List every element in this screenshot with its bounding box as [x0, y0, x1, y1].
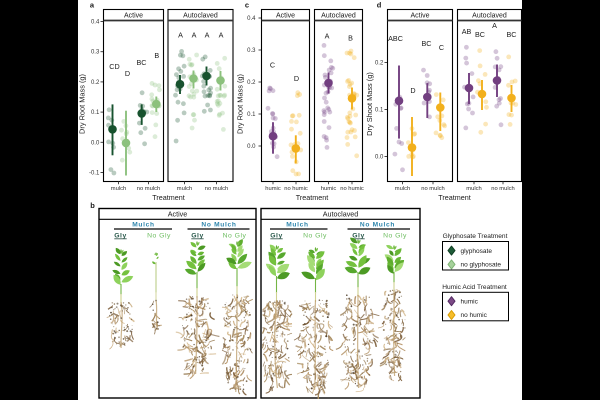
svg-text:0.0: 0.0 [375, 155, 384, 161]
svg-text:Mulch: Mulch [286, 221, 309, 228]
svg-text:C: C [270, 61, 275, 70]
svg-text:AB: AB [462, 27, 472, 36]
svg-text:Gly: Gly [270, 232, 282, 239]
svg-text:No Mulch: No Mulch [360, 221, 395, 228]
svg-text:D: D [410, 86, 415, 95]
svg-text:0.2: 0.2 [375, 61, 384, 67]
svg-text:0.4: 0.4 [91, 20, 100, 26]
svg-text:0.3: 0.3 [247, 48, 256, 54]
svg-text:no mulch: no mulch [491, 186, 515, 192]
svg-text:Autoclaved: Autoclaved [323, 209, 359, 218]
svg-text:humic: humic [321, 186, 337, 192]
svg-text:Autoclaved: Autoclaved [472, 13, 507, 20]
svg-text:No Gly: No Gly [303, 232, 327, 239]
svg-text:Dry Root Mass (g): Dry Root Mass (g) [236, 74, 245, 134]
svg-text:Treatment: Treatment [296, 193, 329, 202]
svg-text:-0.1: -0.1 [89, 171, 100, 177]
svg-text:Treatment: Treatment [152, 193, 185, 202]
svg-text:D: D [294, 74, 299, 83]
svg-text:Autoclaved: Autoclaved [321, 13, 356, 20]
svg-text:A: A [178, 30, 183, 39]
svg-text:0.0: 0.0 [247, 144, 256, 150]
svg-text:BC: BC [475, 30, 485, 39]
svg-text:B: B [348, 34, 353, 43]
svg-text:CD: CD [109, 62, 119, 71]
svg-text:Gly: Gly [352, 232, 364, 239]
svg-text:b: b [90, 201, 95, 210]
svg-text:Mulch: Mulch [132, 221, 155, 228]
svg-text:glyphosate: glyphosate [461, 248, 493, 255]
svg-text:BC: BC [422, 39, 432, 48]
svg-text:no mulch: no mulch [421, 186, 445, 192]
svg-text:no mulch: no mulch [205, 186, 229, 192]
svg-text:Humic Acid Treatment: Humic Acid Treatment [442, 284, 507, 291]
svg-text:0.3: 0.3 [91, 50, 100, 56]
svg-text:BC: BC [507, 30, 517, 39]
svg-text:a: a [90, 1, 95, 10]
svg-text:no humic: no humic [284, 186, 308, 192]
svg-text:humic: humic [461, 298, 479, 305]
svg-text:Gly: Gly [191, 232, 203, 239]
svg-text:0.4: 0.4 [247, 16, 256, 22]
svg-text:d: d [377, 1, 382, 10]
svg-text:Glyphosate Treatment: Glyphosate Treatment [443, 233, 508, 240]
svg-text:Treatment: Treatment [438, 193, 471, 202]
svg-text:no humic: no humic [340, 186, 364, 192]
svg-text:No Gly: No Gly [223, 232, 247, 239]
svg-text:no glyphosate: no glyphosate [461, 262, 502, 269]
svg-text:0.0: 0.0 [91, 140, 100, 146]
svg-text:humic: humic [265, 186, 281, 192]
svg-text:A: A [492, 21, 497, 30]
svg-text:no humic: no humic [461, 312, 488, 319]
svg-text:A: A [219, 30, 224, 39]
svg-text:Active: Active [276, 13, 295, 20]
svg-text:0.1: 0.1 [91, 110, 100, 116]
svg-text:mulch: mulch [177, 186, 192, 192]
svg-text:BC: BC [137, 58, 147, 67]
svg-text:mulch: mulch [111, 186, 126, 192]
svg-text:Dry Shoot Mass (g): Dry Shoot Mass (g) [365, 72, 374, 136]
svg-text:0.2: 0.2 [247, 80, 256, 86]
svg-text:Active: Active [124, 13, 143, 20]
svg-text:ABC: ABC [388, 34, 403, 43]
svg-text:0.1: 0.1 [247, 112, 256, 118]
svg-text:0.2: 0.2 [91, 80, 100, 86]
svg-text:no mulch: no mulch [137, 186, 161, 192]
svg-text:Active: Active [168, 209, 188, 218]
svg-text:Dry Root Mass (g): Dry Root Mass (g) [78, 74, 87, 134]
svg-text:D: D [125, 69, 130, 78]
svg-text:B: B [154, 51, 159, 60]
svg-text:No Mulch: No Mulch [201, 221, 236, 228]
svg-text:A: A [205, 30, 210, 39]
svg-text:A: A [192, 30, 197, 39]
svg-text:0.1: 0.1 [375, 108, 384, 114]
svg-text:C: C [439, 43, 444, 52]
svg-text:A: A [325, 32, 330, 41]
svg-text:Gly: Gly [114, 232, 126, 239]
svg-text:Autoclaved: Autoclaved [183, 13, 218, 20]
svg-text:mulch: mulch [466, 186, 481, 192]
svg-text:c: c [245, 1, 249, 10]
svg-text:No Gly: No Gly [147, 232, 171, 239]
svg-text:mulch: mulch [395, 186, 410, 192]
svg-text:Active: Active [410, 13, 429, 20]
svg-text:No Gly: No Gly [383, 232, 407, 239]
